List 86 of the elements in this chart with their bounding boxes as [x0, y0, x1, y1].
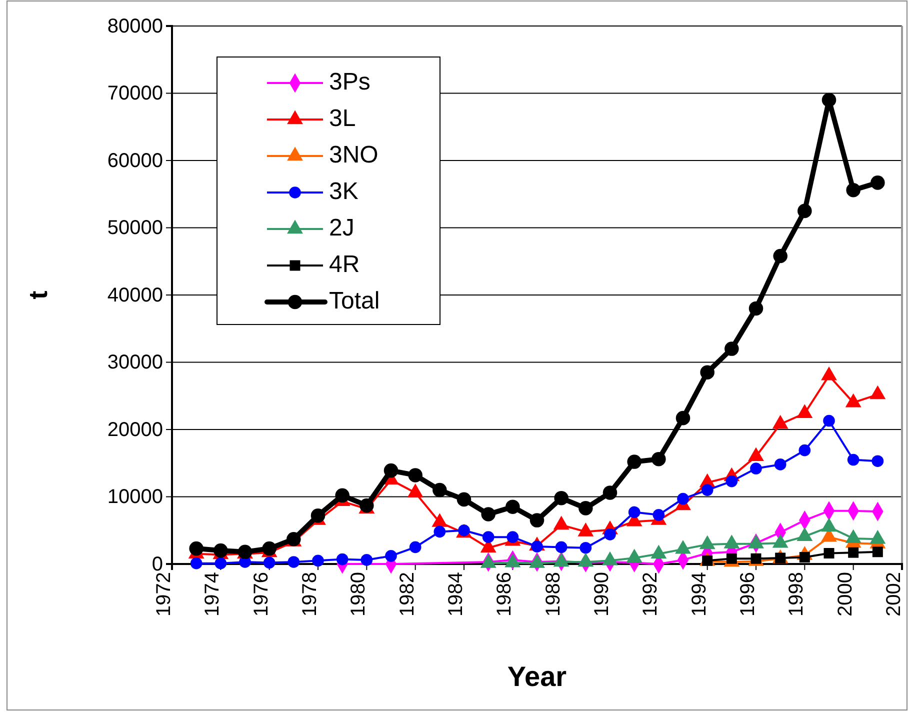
x-tick-label: 1990: [591, 572, 613, 616]
legend-label: 4R: [329, 250, 360, 278]
point: [870, 176, 885, 190]
point: [336, 553, 348, 566]
point: [385, 550, 397, 562]
x-axis-title: Year: [507, 661, 567, 692]
y-tick-label: 50000: [107, 217, 163, 240]
point: [312, 554, 324, 567]
point: [627, 454, 642, 469]
point: [360, 554, 373, 566]
x-tick-label: 1996: [737, 572, 759, 616]
point: [724, 342, 739, 356]
x-tick-label: 2002: [883, 572, 905, 616]
point: [580, 542, 592, 554]
point: [652, 452, 666, 466]
legend-label: 3K: [329, 178, 358, 205]
x-tick-label: 1978: [299, 572, 321, 616]
point: [823, 414, 835, 427]
point: [409, 541, 422, 554]
legend-label: 2J: [329, 214, 354, 242]
point: [408, 468, 422, 482]
x-tick-label: 1986: [494, 572, 516, 616]
legend-label: 3Ps: [329, 68, 370, 96]
point: [263, 556, 276, 569]
point: [847, 454, 860, 466]
y-tick-label: 40000: [107, 284, 163, 306]
y-tick-label: 70000: [107, 82, 163, 105]
y-tick-label: 30000: [107, 352, 163, 374]
x-tick-label: 1982: [396, 572, 418, 616]
point: [530, 513, 544, 528]
point: [335, 488, 350, 503]
point: [434, 526, 446, 538]
x-tick-label: 1972: [153, 572, 175, 616]
point: [506, 531, 519, 544]
point: [310, 508, 326, 523]
point: [774, 458, 786, 470]
y-tick-label: 60000: [107, 150, 163, 172]
point: [726, 475, 738, 488]
y-tick-label: 80000: [107, 15, 163, 38]
point: [456, 492, 472, 507]
point: [773, 248, 788, 264]
y-tick-label: 20000: [107, 418, 163, 441]
point: [848, 547, 859, 558]
y-axis-title: t: [22, 290, 53, 300]
point: [506, 500, 520, 514]
point: [822, 92, 836, 108]
x-tick-label: 1994: [688, 572, 710, 616]
x-tick-label: 1974: [202, 572, 224, 616]
point: [872, 546, 883, 558]
point: [652, 509, 665, 521]
point: [288, 556, 300, 568]
y-tick-label: 10000: [107, 486, 163, 508]
x-tick-label: 1992: [640, 572, 662, 616]
point: [189, 541, 204, 556]
x-tick-label: 1976: [250, 572, 272, 616]
point: [190, 557, 202, 570]
point: [676, 410, 690, 426]
point: [846, 182, 860, 198]
point: [578, 501, 593, 516]
x-tick-label: 1988: [542, 572, 564, 616]
point: [824, 548, 834, 558]
point: [872, 455, 884, 468]
point: [701, 484, 714, 496]
point: [677, 492, 689, 505]
point: [798, 204, 812, 218]
point: [555, 541, 568, 554]
point: [602, 486, 618, 500]
legend-label: Total: [329, 287, 380, 314]
point: [481, 507, 496, 522]
legend-label: 3L: [329, 104, 356, 132]
point: [384, 463, 398, 478]
point: [432, 482, 447, 498]
x-tick-label: 1998: [786, 572, 808, 616]
point: [748, 301, 764, 316]
x-tick-label: 1980: [348, 572, 370, 616]
point: [604, 528, 616, 540]
point: [750, 462, 762, 474]
point: [482, 531, 494, 544]
point: [798, 444, 811, 456]
point: [700, 365, 714, 380]
legend-label: 3NO: [329, 141, 378, 168]
x-tick-label: 2000: [834, 572, 856, 616]
point: [214, 557, 227, 570]
x-tick-label: 1984: [445, 572, 467, 616]
point: [554, 490, 568, 506]
point: [628, 506, 640, 518]
